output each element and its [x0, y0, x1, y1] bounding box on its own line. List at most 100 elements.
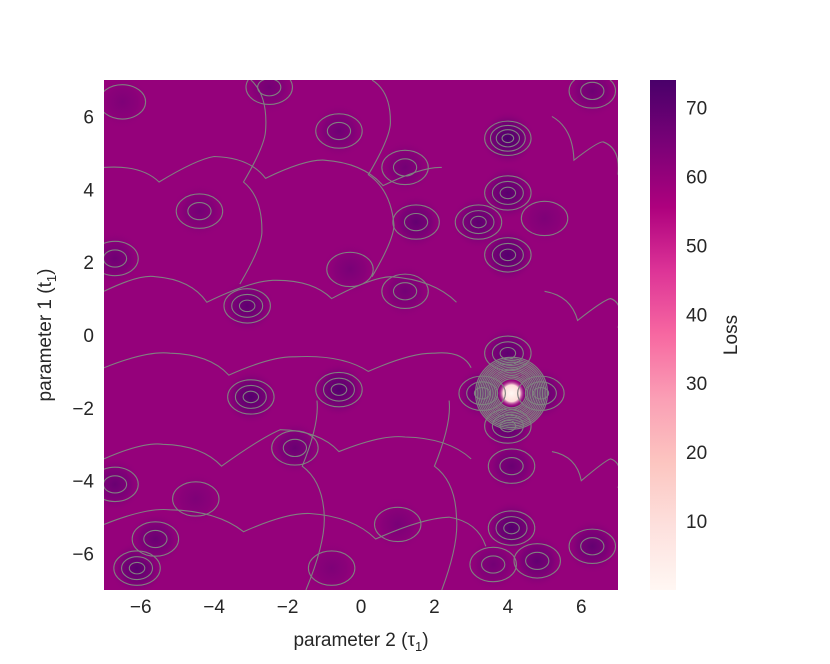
loss-peak	[388, 194, 444, 250]
minimum-contour-line	[478, 360, 545, 427]
loss-peak	[304, 540, 360, 590]
loss-peak	[104, 80, 150, 130]
contour-line	[326, 251, 374, 288]
contour-line	[403, 212, 429, 232]
loss-peak	[171, 183, 227, 239]
loss-peak	[104, 230, 143, 287]
contour-line	[315, 371, 363, 408]
y-tick-label: 6	[83, 107, 94, 128]
contour-line	[501, 133, 515, 144]
contour-line	[433, 400, 458, 590]
x-tick-label: 6	[576, 597, 587, 618]
loss-peak	[517, 190, 573, 246]
contour-line	[282, 438, 308, 458]
contour-line	[245, 80, 293, 105]
minimum-contour-line	[493, 374, 530, 412]
loss-peak	[564, 518, 618, 574]
contour-line	[104, 475, 128, 494]
contour-line	[381, 149, 429, 186]
loss-peak	[377, 263, 433, 319]
colorbar-tick-label: 30	[686, 374, 707, 395]
contour-lines	[104, 80, 618, 590]
contour-line	[520, 200, 569, 237]
contour-line	[330, 383, 348, 396]
contour-line	[242, 390, 260, 404]
loss-peak	[483, 438, 540, 494]
colorbar-tick-label: 60	[686, 167, 707, 188]
contour-line	[484, 120, 532, 156]
loss-peak	[223, 369, 279, 425]
contour-line	[392, 204, 440, 240]
contour-line	[322, 377, 356, 402]
contour-line	[491, 242, 524, 267]
minimum-contour-line	[483, 364, 540, 422]
contour-line	[503, 521, 520, 535]
contour-line	[392, 282, 418, 301]
y-tick-label: 2	[83, 253, 94, 274]
contour-line	[175, 193, 224, 229]
contour-line	[104, 249, 128, 268]
loss-peak	[241, 80, 297, 115]
contour-line	[234, 384, 267, 409]
minimum-contour-line	[486, 368, 537, 419]
contour-line	[172, 481, 220, 517]
contour-line	[381, 273, 429, 309]
contour-line	[499, 248, 517, 262]
loss-peak	[311, 103, 367, 159]
contour-line	[227, 379, 275, 415]
contour-line	[580, 81, 605, 101]
contour-line	[568, 80, 617, 109]
contour-line	[551, 115, 618, 175]
contour-line	[495, 129, 521, 148]
contour-line	[484, 175, 532, 211]
contour-line	[315, 113, 363, 149]
contour-line	[113, 550, 161, 586]
y-tick-label: −2	[72, 399, 94, 420]
contour-line	[104, 352, 472, 376]
contour-line	[513, 543, 562, 579]
contour-line	[104, 429, 472, 467]
x-tick-label: 0	[356, 597, 367, 618]
y-tick-label: 4	[83, 180, 94, 201]
contour-line	[238, 299, 256, 313]
contour-line	[239, 80, 267, 285]
colorbar-label: Loss	[721, 315, 742, 355]
y-axis-label: parameter 1 (t1)	[35, 269, 59, 402]
contour-line	[104, 240, 139, 277]
loss-peak	[311, 362, 367, 418]
loss-peak	[377, 139, 433, 195]
contour-line	[487, 510, 536, 546]
contour-line	[223, 288, 271, 324]
minimum-contour-line	[491, 373, 532, 414]
contour-line	[367, 80, 395, 277]
contour-line	[326, 121, 352, 141]
contour-line	[580, 537, 605, 556]
colorbar-tick-label: 10	[686, 512, 707, 533]
contour-line	[491, 180, 524, 205]
loss-peak	[322, 241, 378, 297]
contour-line	[470, 215, 487, 229]
contour-line	[104, 466, 139, 503]
heatmap-plot-area	[104, 80, 618, 590]
contour-line	[301, 400, 325, 590]
loss-peak	[168, 471, 224, 527]
minimum-contour-line	[479, 361, 544, 425]
contour-line	[104, 155, 442, 187]
y-axis-ticks: −6 −4 −2 0 2 4 6	[72, 107, 94, 565]
x-tick-label: −2	[277, 597, 299, 618]
y-tick-label: −6	[72, 545, 94, 566]
minimum-contour-line	[476, 358, 547, 429]
x-tick-label: −4	[203, 597, 225, 618]
contour-line	[481, 555, 506, 574]
contour-line	[544, 290, 618, 328]
y-tick-label: 0	[83, 326, 94, 347]
colorbar-ticks: 10 20 30 40 50 60 70	[686, 99, 707, 534]
colorbar-gradient	[650, 80, 676, 590]
minimum-contour-line	[488, 369, 535, 417]
loss-peak	[104, 456, 143, 512]
contour-line	[525, 551, 550, 570]
colorbar-tick-label: 50	[686, 236, 707, 257]
contour-line	[499, 457, 524, 476]
loss-peak	[370, 496, 426, 552]
contour-line	[231, 293, 264, 318]
